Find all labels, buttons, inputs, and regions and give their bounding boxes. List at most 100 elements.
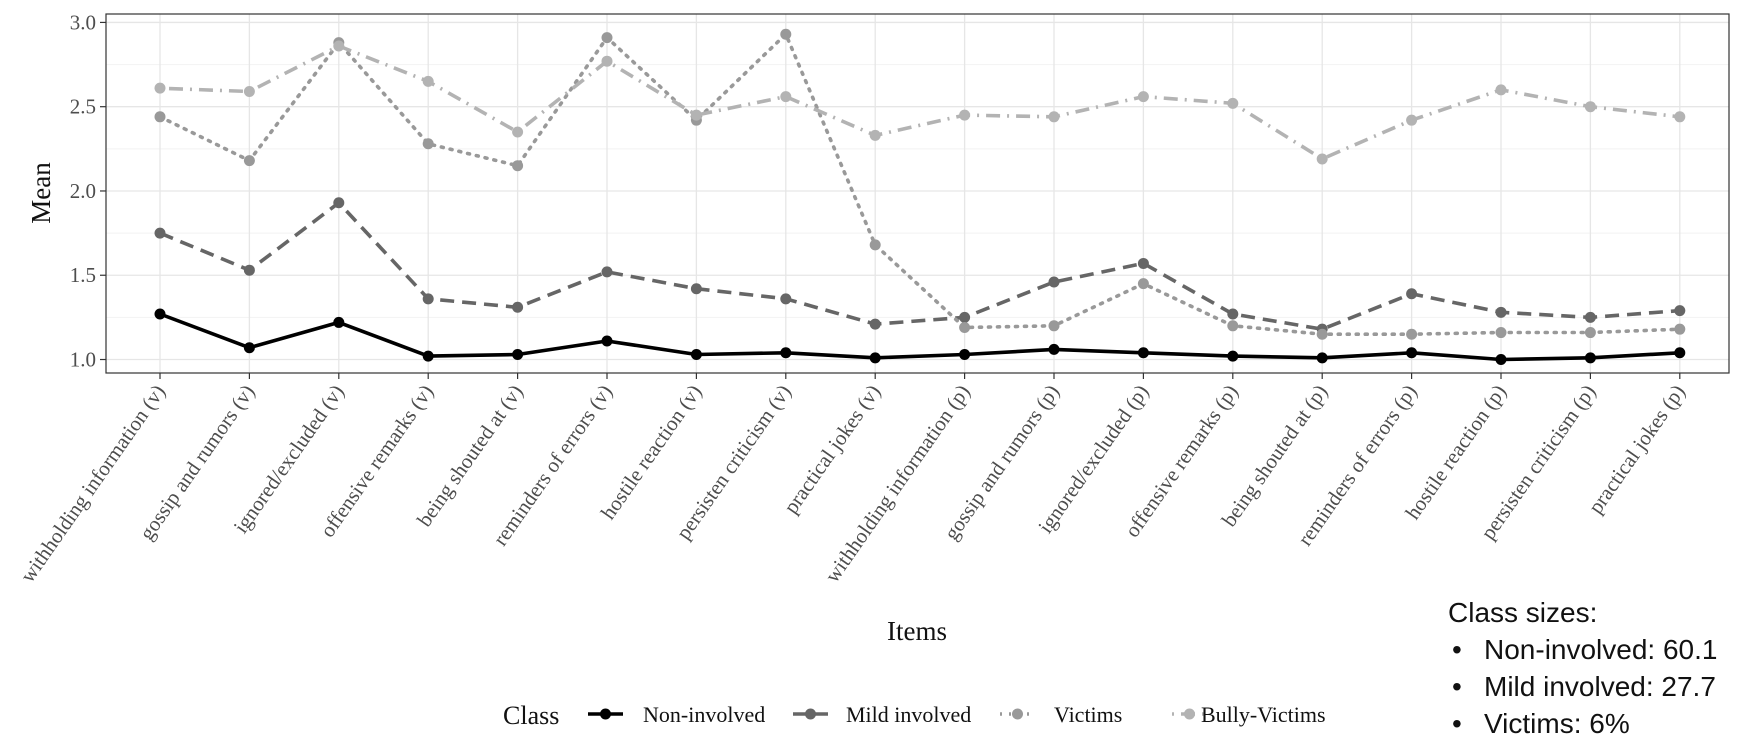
data-point	[1316, 153, 1328, 165]
series-line	[158, 32, 1682, 336]
x-tick-label: practical jokes (p)	[1583, 380, 1690, 518]
y-tick-label: 1.5	[70, 263, 96, 287]
data-point	[780, 91, 792, 103]
data-point	[1495, 306, 1507, 318]
data-point	[1495, 354, 1507, 366]
series-points	[154, 28, 1686, 366]
data-point	[1584, 311, 1596, 323]
data-point	[601, 55, 613, 67]
data-point	[690, 348, 702, 360]
legend-key-point	[1184, 708, 1195, 720]
grid-lines	[106, 14, 1729, 373]
data-point	[959, 311, 971, 323]
data-point	[1048, 276, 1060, 288]
class-size-item: Non-involved: 60.1	[1448, 631, 1717, 668]
plot-panel-border	[105, 13, 1730, 374]
data-point	[333, 316, 345, 328]
y-tick-label: 1.0	[70, 348, 96, 372]
data-point	[1316, 328, 1328, 340]
data-point	[1227, 97, 1239, 109]
series-lines	[158, 32, 1682, 362]
data-point	[1227, 350, 1239, 362]
series-line	[159, 44, 1681, 161]
data-point	[422, 138, 434, 150]
legend-key-point	[1012, 708, 1023, 720]
series-line	[159, 201, 1680, 331]
data-point	[422, 293, 434, 305]
data-point	[1048, 320, 1060, 332]
data-point	[1406, 328, 1418, 340]
data-point	[512, 301, 524, 313]
data-point	[1495, 84, 1507, 96]
class-size-item: Mild involved: 27.7	[1448, 668, 1717, 705]
data-point	[869, 352, 881, 364]
data-point	[1584, 101, 1596, 113]
data-point	[601, 32, 613, 44]
data-point	[1584, 352, 1596, 364]
data-point	[1048, 343, 1060, 355]
data-point	[243, 264, 255, 276]
data-point	[512, 126, 524, 138]
data-point	[243, 342, 255, 354]
data-point	[1227, 320, 1239, 332]
data-point	[1674, 111, 1686, 123]
legend: Class Non-involved Mild involved Victims Bu…	[503, 701, 1326, 730]
x-axis-title: Items	[887, 616, 947, 646]
data-point	[1137, 257, 1149, 269]
legend-title: Class	[503, 701, 559, 730]
series-line	[159, 312, 1680, 362]
class-sizes-list: Non-involved: 60.1 Mild involved: 27.7 V…	[1448, 631, 1717, 742]
data-point	[869, 239, 881, 251]
data-point	[1495, 327, 1507, 339]
data-point	[243, 155, 255, 167]
legend-key-point	[600, 708, 611, 720]
y-axis-ticks: 1.0 1.5 2.0 2.5 3.0	[70, 10, 106, 372]
data-point	[601, 266, 613, 278]
data-point	[1227, 308, 1239, 320]
x-tick-label: withholding information (v)	[15, 380, 170, 587]
data-point	[780, 347, 792, 359]
data-point	[154, 308, 166, 320]
data-point	[422, 350, 434, 362]
data-point	[1406, 114, 1418, 126]
class-sizes-title: Class sizes:	[1448, 597, 1598, 628]
data-point	[1406, 347, 1418, 359]
y-axis-title: Mean	[26, 162, 56, 224]
legend-label: Bully-Victims	[1201, 702, 1326, 727]
data-point	[1674, 347, 1686, 359]
data-point	[690, 283, 702, 295]
data-point	[512, 160, 524, 172]
data-point	[601, 335, 613, 347]
x-tick-label: practical jokes (v)	[779, 380, 886, 518]
data-point	[1674, 323, 1686, 335]
data-point	[333, 197, 345, 209]
data-point	[1137, 91, 1149, 103]
data-point	[1674, 305, 1686, 317]
data-point	[1048, 111, 1060, 123]
plot-panel-background	[106, 14, 1729, 373]
y-tick-label: 2.5	[70, 95, 96, 119]
data-point	[959, 321, 971, 333]
data-point	[869, 318, 881, 330]
data-point	[1316, 352, 1328, 364]
y-tick-label: 3.0	[70, 10, 96, 34]
class-size-item: Victims: 6%	[1448, 705, 1717, 742]
data-point	[959, 348, 971, 360]
data-point	[1406, 288, 1418, 300]
data-point	[422, 75, 434, 87]
data-point	[780, 293, 792, 305]
data-point	[154, 82, 166, 94]
data-point	[1584, 327, 1596, 339]
x-axis-ticks: withholding information (v)gossip and ru…	[15, 373, 1690, 587]
data-point	[959, 109, 971, 121]
legend-label: Non-involved	[643, 702, 765, 727]
data-point	[243, 86, 255, 98]
y-tick-label: 2.0	[70, 179, 96, 203]
data-point	[1137, 278, 1149, 290]
class-sizes-note: Class sizes: Non-involved: 60.1 Mild inv…	[1448, 594, 1717, 742]
legend-label: Mild involved	[846, 702, 971, 727]
data-point	[869, 129, 881, 141]
data-point	[512, 348, 524, 360]
data-point	[154, 111, 166, 123]
